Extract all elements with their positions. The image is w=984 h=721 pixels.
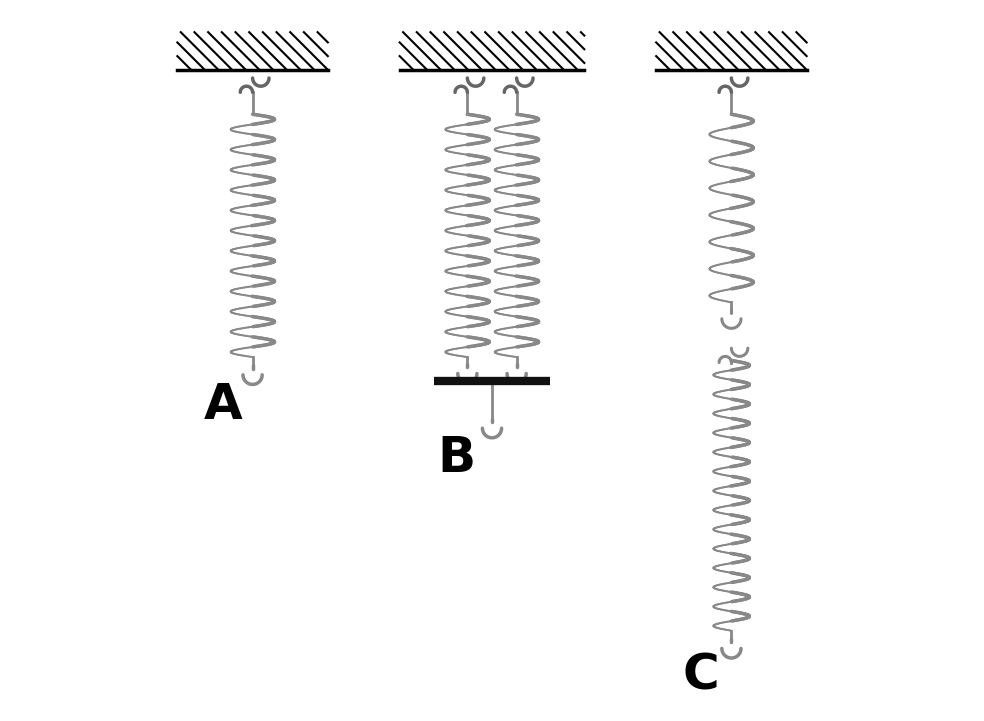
Bar — [177, 32, 328, 70]
Text: B: B — [437, 434, 475, 482]
Text: C: C — [682, 651, 719, 699]
Bar — [656, 32, 807, 70]
Text: A: A — [204, 381, 242, 429]
Bar — [400, 32, 584, 70]
